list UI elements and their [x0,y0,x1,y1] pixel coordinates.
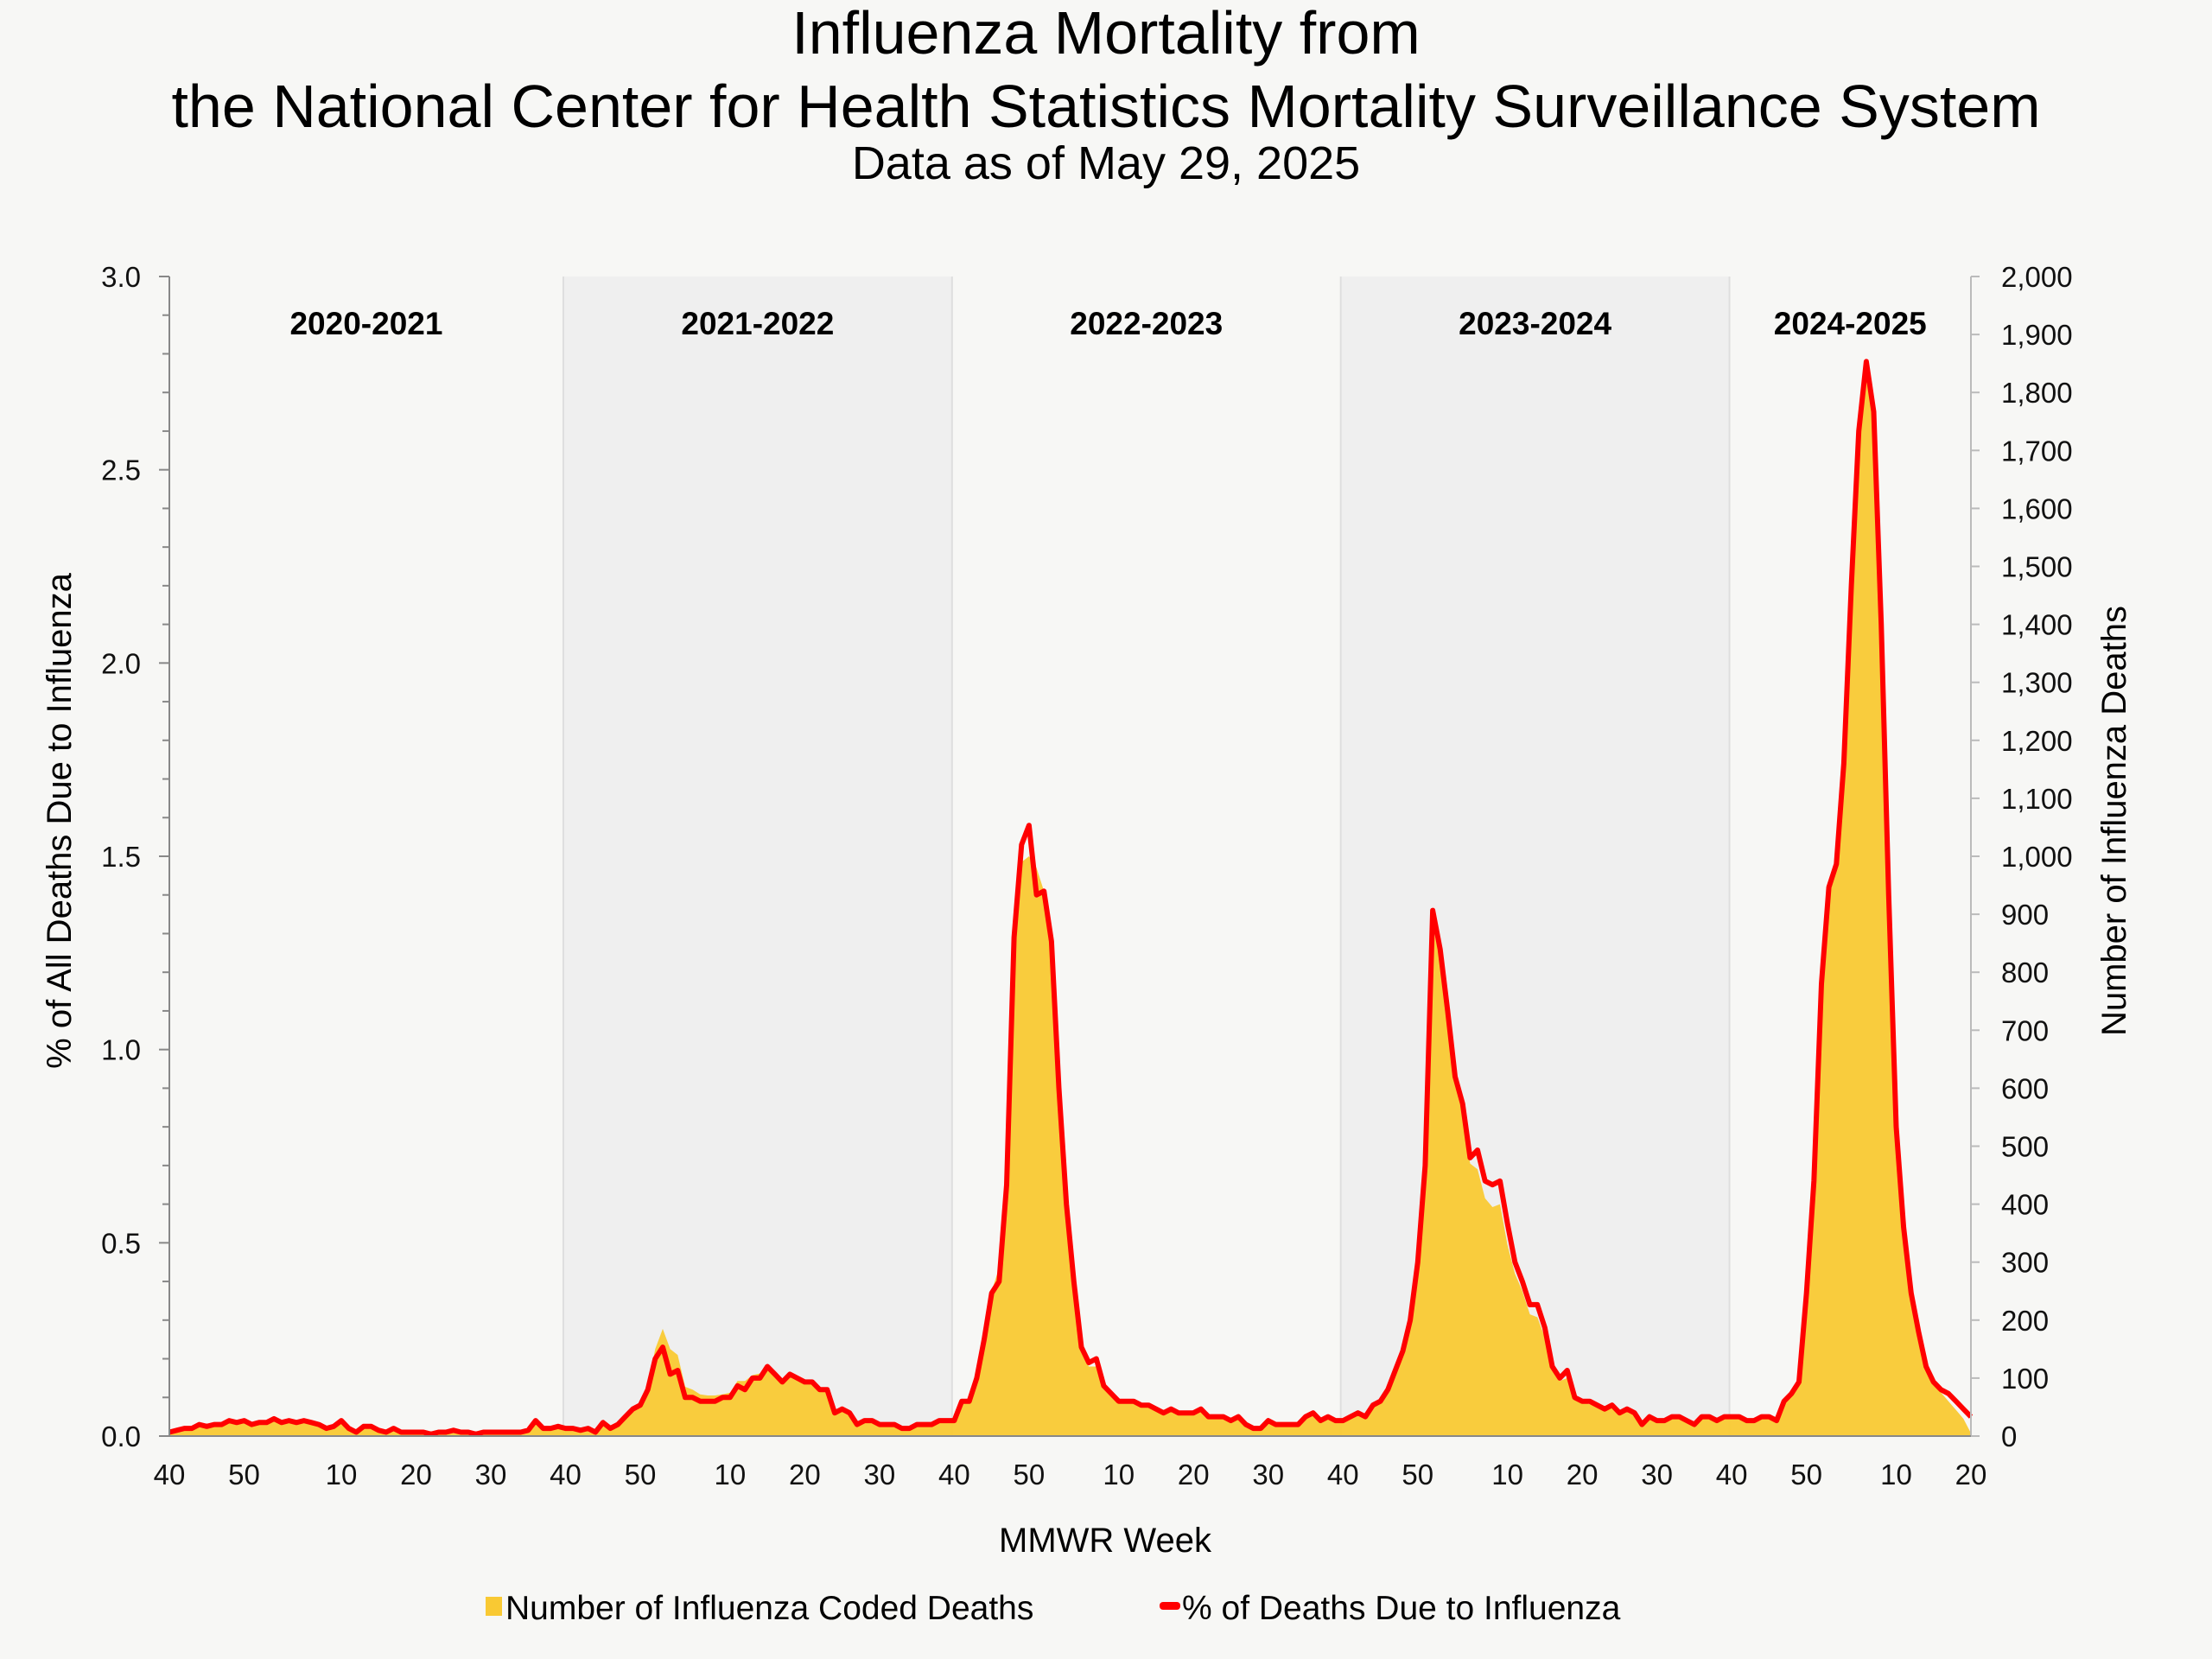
right-tick-label: 0 [2001,1421,2017,1452]
right-tick-label: 2,000 [2001,261,2073,293]
x-tick-label: 40 [154,1459,186,1491]
left-tick-label: 2.0 [101,647,141,679]
axes: 40 50 10 20 30 40 50 10 20 30 40 50 10 20 30 40 50 10 20 30… [101,261,2072,1491]
right-tick-label: 1,900 [2001,319,2073,351]
right-tick-label: 1,400 [2001,609,2073,641]
x-tick-label: 30 [864,1459,896,1491]
right-tick-label: 1,300 [2001,667,2073,699]
chart-subtitle: Data as of May 29, 2025 [852,137,1360,189]
season-label: 2024-2025 [1774,306,1927,341]
right-axis-title: Number of Influenza Deaths [2095,606,2133,1036]
right-tick-label: 300 [2001,1247,2049,1279]
x-tick-label: 20 [1178,1459,1210,1491]
x-tick-label: 30 [1641,1459,1673,1491]
x-tick-label: 30 [475,1459,507,1491]
season-label: 2023-2024 [1459,306,1611,341]
season-labels: 2020-2021 2021-2022 2022-2023 2023-2024 2024… [289,306,1926,341]
right-tick-label: 1,500 [2001,551,2073,583]
pct-line-series [168,359,1974,1437]
x-tick-label: 50 [1402,1459,1433,1491]
x-axis-title: MMWR Week [999,1522,1212,1560]
x-tick-label: 10 [714,1459,746,1491]
legend-swatch-pct [1160,1602,1180,1610]
x-tick-label: 10 [1103,1459,1135,1491]
x-tick-label: 20 [789,1459,821,1491]
left-tick-label: 3.0 [101,261,141,293]
x-tick-label: 50 [1014,1459,1046,1491]
x-tick-label: 30 [1252,1459,1284,1491]
legend: Number of Influenza Coded Deaths % of De… [486,1590,1621,1627]
right-tick-label: 600 [2001,1072,2049,1104]
left-tick-label: 2.5 [101,454,141,486]
x-tick-label: 20 [1955,1459,1987,1491]
chart-title-line1: Influenza Mortality from [791,0,1420,67]
x-tick-label: 10 [326,1459,358,1491]
season-label: 2021-2022 [681,306,834,341]
left-axis-title: % of All Deaths Due to Influenza [41,572,79,1068]
season-band-2023-2024 [1340,276,1730,1436]
x-tick-label: 40 [550,1459,582,1491]
chart-title-line2: the National Center for Health Statistic… [171,73,2040,140]
x-tick-label: 40 [1327,1459,1359,1491]
x-tick-label: 10 [1491,1459,1523,1491]
season-label: 2020-2021 [289,306,442,341]
x-tick-label: 40 [1716,1459,1748,1491]
x-tick-label: 50 [228,1459,260,1491]
right-tick-label: 1,200 [2001,725,2073,757]
x-tick-label: 50 [1790,1459,1822,1491]
right-tick-label: 100 [2001,1363,2049,1395]
right-tick-label: 800 [2001,957,2049,988]
x-tick-label: 10 [1880,1459,1912,1491]
left-tick-label: 0.0 [101,1421,141,1452]
left-tick-label: 1.5 [101,841,141,873]
left-tick-label: 0.5 [101,1227,141,1259]
season-bands [562,276,1731,1436]
right-tick-label: 1,800 [2001,377,2073,409]
right-tick-label: 400 [2001,1189,2049,1221]
legend-swatch-deaths [486,1597,502,1616]
right-tick-label: 1,000 [2001,841,2073,873]
right-tick-label: 500 [2001,1131,2049,1163]
legend-label-deaths: Number of Influenza Coded Deaths [505,1590,1033,1627]
right-tick-label: 1,100 [2001,783,2073,815]
x-tick-label: 50 [625,1459,657,1491]
left-tick-label: 1.0 [101,1034,141,1066]
x-tick-label: 20 [1567,1459,1599,1491]
right-tick-label: 700 [2001,1014,2049,1046]
x-tick-label: 40 [938,1459,970,1491]
right-tick-label: 200 [2001,1305,2049,1337]
legend-label-pct: % of Deaths Due to Influenza [1182,1590,1621,1627]
season-label: 2022-2023 [1070,306,1223,341]
x-tick-label: 20 [400,1459,432,1491]
right-tick-label: 900 [2001,899,2049,931]
pct-line [168,359,1974,1437]
season-band-2021-2022 [563,276,952,1436]
right-tick-label: 1,700 [2001,435,2073,467]
right-tick-label: 1,600 [2001,493,2073,524]
